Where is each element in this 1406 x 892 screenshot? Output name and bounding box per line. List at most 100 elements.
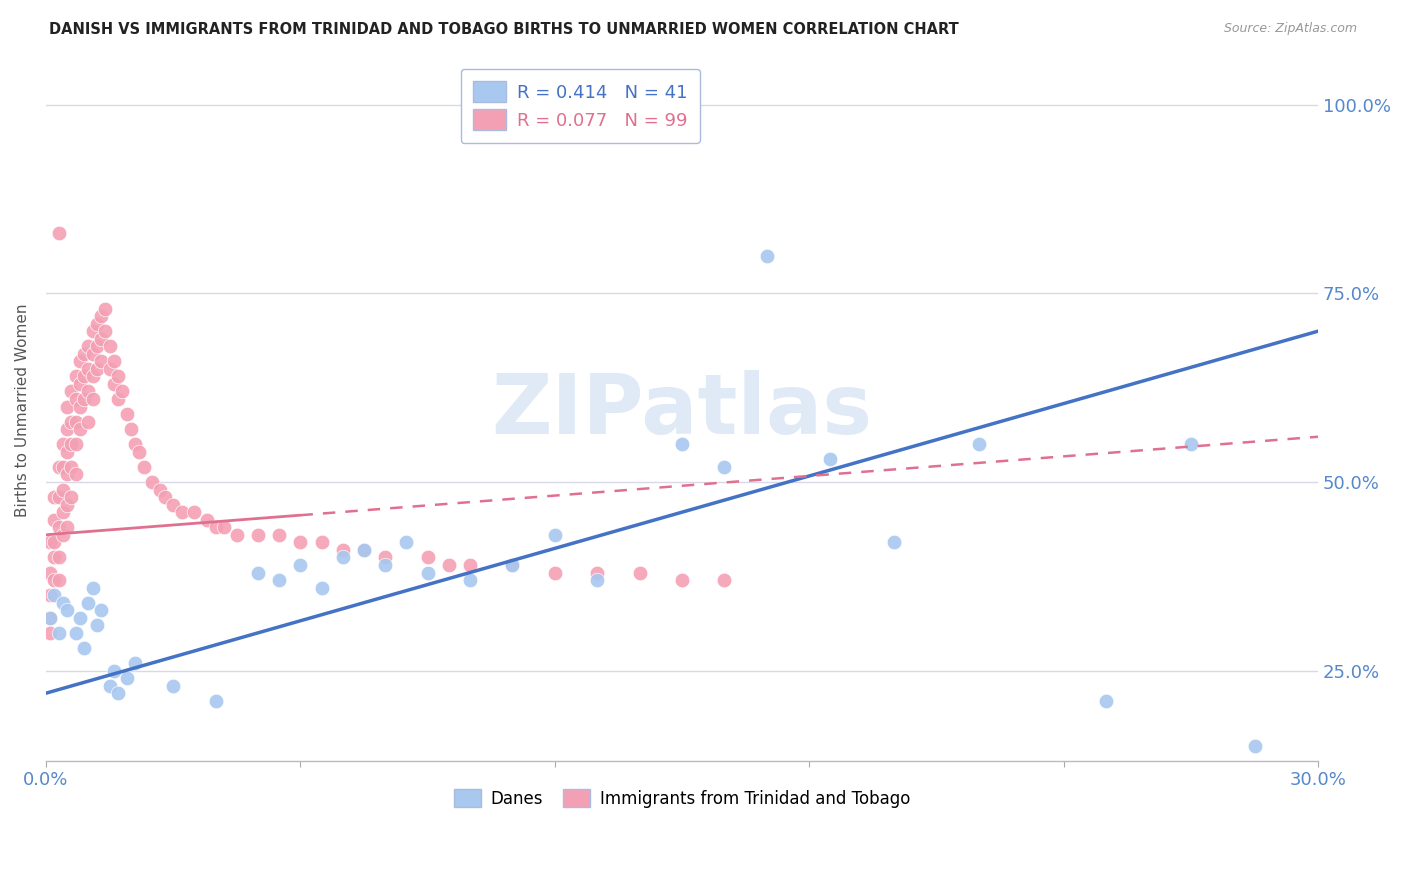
Point xyxy=(628,566,651,580)
Point xyxy=(82,347,104,361)
Point xyxy=(311,581,333,595)
Point xyxy=(73,347,96,361)
Point xyxy=(44,550,66,565)
Point xyxy=(374,558,396,572)
Point xyxy=(374,550,396,565)
Point xyxy=(52,528,75,542)
Point xyxy=(60,384,83,399)
Point xyxy=(56,400,79,414)
Point xyxy=(111,384,134,399)
Point xyxy=(86,618,108,632)
Point xyxy=(107,392,129,406)
Point xyxy=(353,542,375,557)
Point xyxy=(52,596,75,610)
Point xyxy=(353,542,375,557)
Point xyxy=(69,611,91,625)
Point xyxy=(269,528,291,542)
Point xyxy=(44,490,66,504)
Point xyxy=(44,588,66,602)
Point xyxy=(98,339,121,353)
Point xyxy=(332,542,354,557)
Point xyxy=(48,490,70,504)
Point xyxy=(60,459,83,474)
Point xyxy=(52,505,75,519)
Point xyxy=(149,483,172,497)
Point xyxy=(713,459,735,474)
Point xyxy=(246,528,269,542)
Text: DANISH VS IMMIGRANTS FROM TRINIDAD AND TOBAGO BIRTHS TO UNMARRIED WOMEN CORRELAT: DANISH VS IMMIGRANTS FROM TRINIDAD AND T… xyxy=(49,22,959,37)
Point xyxy=(162,498,184,512)
Point xyxy=(48,520,70,534)
Point xyxy=(77,415,100,429)
Point xyxy=(65,625,87,640)
Point xyxy=(671,573,693,587)
Point xyxy=(103,376,125,391)
Point xyxy=(86,317,108,331)
Point xyxy=(204,520,226,534)
Point xyxy=(65,467,87,482)
Point xyxy=(56,467,79,482)
Point xyxy=(56,422,79,436)
Point xyxy=(1180,437,1202,451)
Point xyxy=(883,535,905,549)
Point xyxy=(77,596,100,610)
Point xyxy=(141,475,163,489)
Point xyxy=(115,671,138,685)
Point xyxy=(586,566,609,580)
Point xyxy=(65,392,87,406)
Point xyxy=(90,603,112,617)
Point xyxy=(39,611,62,625)
Point xyxy=(52,459,75,474)
Point xyxy=(48,226,70,240)
Point xyxy=(52,437,75,451)
Point xyxy=(65,369,87,384)
Point xyxy=(39,566,62,580)
Point xyxy=(69,422,91,436)
Point xyxy=(332,550,354,565)
Point xyxy=(416,550,439,565)
Point xyxy=(39,588,62,602)
Point xyxy=(56,498,79,512)
Point xyxy=(90,354,112,368)
Point xyxy=(65,437,87,451)
Point xyxy=(77,362,100,376)
Point xyxy=(39,611,62,625)
Point xyxy=(44,535,66,549)
Point xyxy=(69,376,91,391)
Point xyxy=(107,686,129,700)
Point xyxy=(90,332,112,346)
Point xyxy=(755,249,778,263)
Point xyxy=(56,603,79,617)
Point xyxy=(820,452,842,467)
Point xyxy=(195,513,218,527)
Point xyxy=(39,625,62,640)
Point xyxy=(586,573,609,587)
Point xyxy=(967,437,990,451)
Point xyxy=(128,445,150,459)
Point xyxy=(77,339,100,353)
Point xyxy=(395,535,418,549)
Point xyxy=(501,558,523,572)
Point xyxy=(437,558,460,572)
Point xyxy=(713,573,735,587)
Point xyxy=(544,566,567,580)
Point xyxy=(69,354,91,368)
Point xyxy=(225,528,247,542)
Point xyxy=(103,354,125,368)
Point xyxy=(48,459,70,474)
Point xyxy=(65,415,87,429)
Y-axis label: Births to Unmarried Women: Births to Unmarried Women xyxy=(15,303,30,517)
Point xyxy=(204,694,226,708)
Point xyxy=(60,490,83,504)
Point xyxy=(170,505,193,519)
Text: Source: ZipAtlas.com: Source: ZipAtlas.com xyxy=(1223,22,1357,36)
Point xyxy=(416,566,439,580)
Point xyxy=(90,309,112,323)
Point xyxy=(48,573,70,587)
Point xyxy=(115,407,138,421)
Point xyxy=(86,339,108,353)
Point xyxy=(98,679,121,693)
Point xyxy=(124,437,146,451)
Point xyxy=(82,324,104,338)
Point xyxy=(73,640,96,655)
